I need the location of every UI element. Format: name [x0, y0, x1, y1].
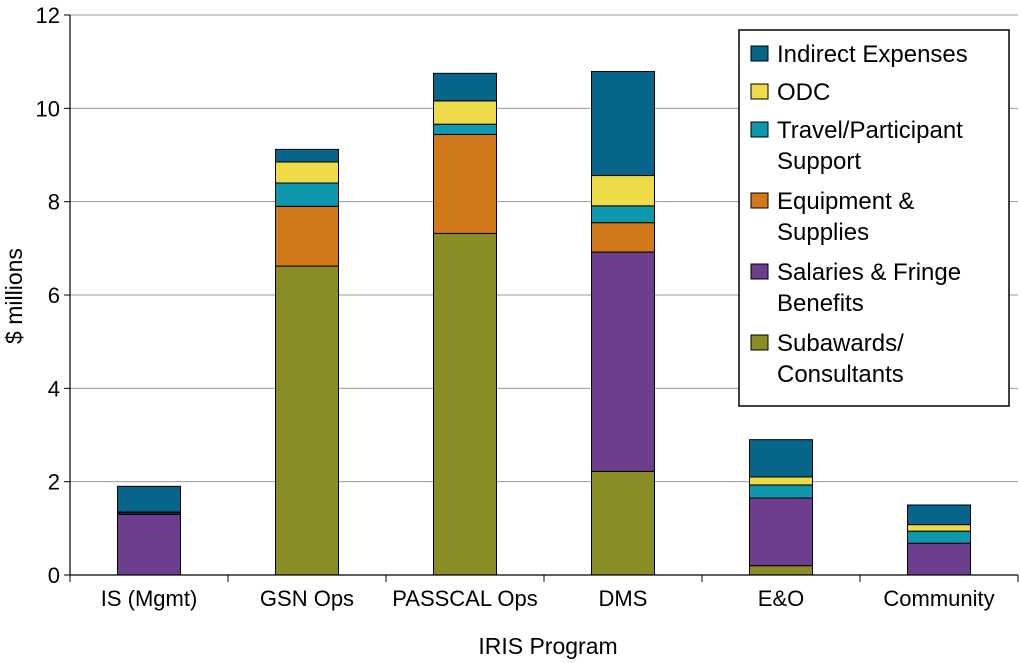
bar-segment-2-5	[433, 72, 497, 102]
legend-swatch-4	[750, 83, 769, 100]
bars	[117, 70, 971, 576]
bar-segment-1-5	[275, 148, 339, 163]
bar-segment-3-2	[591, 222, 655, 253]
legend-label-line-1-0: Salaries & Fringe	[777, 259, 961, 286]
bar-segment-2-3	[433, 123, 497, 135]
y-tick-label-8: 8	[48, 190, 60, 215]
bar-segment-1-3	[275, 182, 339, 207]
legend-label-line-0-0: Subawards/	[777, 330, 904, 357]
legend-label-3: Travel/Participant Support	[777, 117, 963, 175]
legend-swatch-2	[750, 192, 769, 209]
legend-label-line-5-0: Indirect Expenses	[777, 41, 968, 68]
legend: Indirect Expenses ODC Travel/Participant Su…	[738, 29, 1010, 407]
legend-label-2: Equipment & Supplies	[777, 188, 914, 246]
legend-label-line-0-1: Consultants	[777, 361, 904, 388]
y-tick-label-2: 2	[48, 470, 60, 495]
legend-label-5: Indirect Expenses	[777, 41, 968, 68]
legend-label-0: Subawards/Consultants	[777, 330, 904, 388]
y-tick-label-0: 0	[48, 563, 60, 588]
bar-segment-4-0	[749, 565, 813, 576]
axes	[64, 14, 1019, 582]
bar-segment-5-1	[907, 542, 971, 576]
x-category-labels: IS (Mgmt) GSN Ops PASSCAL Ops DMS E&O Communi…	[101, 586, 995, 611]
bar-segment-4-4	[749, 476, 813, 486]
x-category-label-3: DMS	[599, 586, 648, 611]
x-category-label-2: PASSCAL Ops	[392, 586, 538, 611]
bar-segment-2-4	[433, 100, 497, 125]
legend-swatch-0	[750, 334, 769, 351]
bar-segment-1-0	[275, 265, 339, 576]
bar-segment-0-5	[117, 485, 181, 513]
legend-label-line-3-0: Travel/Participant	[777, 117, 963, 144]
x-category-label-5: Community	[883, 586, 994, 611]
legend-box	[738, 29, 1010, 407]
y-tick-label-12: 12	[36, 3, 60, 28]
legend-label-line-3-1: Support	[777, 148, 861, 175]
legend-label-line-2-1: Supplies	[777, 219, 869, 246]
bar-segment-3-3	[591, 205, 655, 224]
y-tick-label-10: 10	[36, 96, 60, 121]
bar-segment-5-5	[907, 504, 971, 526]
bar-segment-5-3	[907, 530, 971, 544]
bar-segment-4-5	[749, 439, 813, 478]
bar-segment-3-0	[591, 470, 655, 576]
gridlines	[70, 14, 1018, 483]
bar-segment-4-3	[749, 484, 813, 499]
bar-segment-2-0	[433, 232, 497, 576]
bar-segment-1-4	[275, 161, 339, 184]
legend-swatch-3	[750, 121, 769, 138]
legend-swatch-5	[750, 45, 769, 62]
x-category-label-1: GSN Ops	[260, 586, 354, 611]
legend-label-line-4-0: ODC	[777, 79, 830, 106]
legend-label-1: Salaries & Fringe Benefits	[777, 259, 961, 317]
x-category-label-4: E&O	[758, 586, 804, 611]
bar-segment-3-4	[591, 175, 655, 207]
y-axis-title: $ millions	[1, 248, 27, 344]
bar-segment-5-4	[907, 524, 971, 532]
bar-segment-2-2	[433, 133, 497, 234]
y-tick-label-4: 4	[48, 376, 60, 401]
bar-segment-4-1	[749, 497, 813, 567]
legend-label-line-2-0: Equipment &	[777, 188, 914, 215]
legend-swatch-1	[750, 263, 769, 280]
legend-label-line-1-1: Benefits	[777, 290, 864, 317]
y-tick-labels: 0 2 4 6 8 10 12	[36, 3, 60, 588]
legend-label-4: ODC	[777, 79, 830, 106]
bar-segment-3-1	[591, 251, 655, 472]
x-category-label-0: IS (Mgmt)	[101, 586, 198, 611]
bar-segment-0-1	[117, 513, 181, 576]
bar-segment-1-2	[275, 205, 339, 267]
y-tick-label-6: 6	[48, 283, 60, 308]
x-axis-title: IRIS Program	[478, 633, 617, 659]
bar-segment-3-5	[591, 70, 655, 177]
